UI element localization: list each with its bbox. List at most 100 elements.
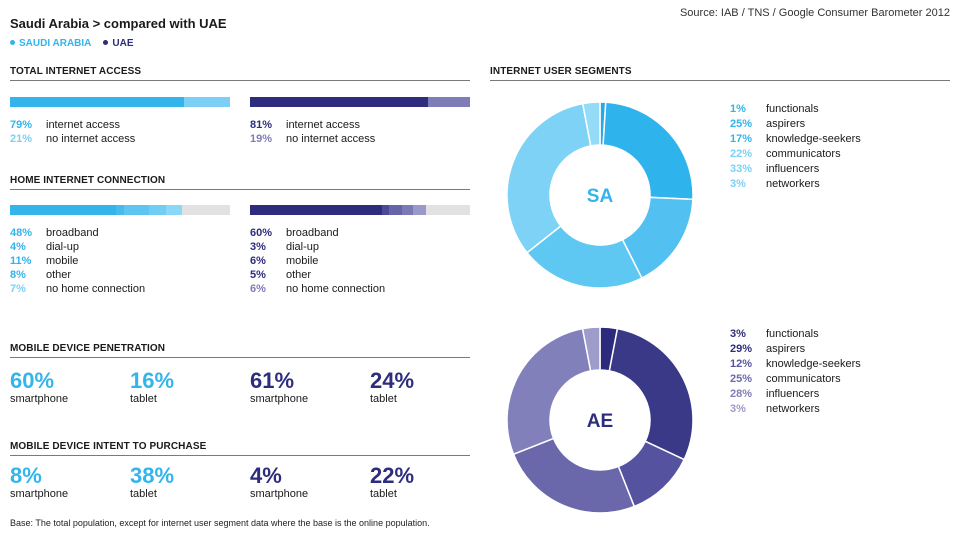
stat-value: 61% xyxy=(250,368,295,393)
section-title-mobile-intent: MOBILE DEVICE INTENT TO PURCHASE xyxy=(10,441,207,452)
segments-donut-sa: SA xyxy=(506,101,694,289)
donut-slice-aspirers xyxy=(602,101,694,201)
list-item-label: dial-up xyxy=(286,241,320,253)
list-item-label: no internet access xyxy=(286,133,376,145)
list-item-label: no home connection xyxy=(286,283,386,295)
list-item-pct: 48% xyxy=(10,227,33,239)
list-item-label: internet access xyxy=(286,119,360,131)
bar-segment xyxy=(166,205,182,215)
stat-label: smartphone xyxy=(10,393,69,405)
list-item: 21% no internet access xyxy=(10,132,135,146)
list-item-label: influencers xyxy=(766,163,820,175)
bar-segment xyxy=(428,97,470,107)
stat-value: 8% xyxy=(10,463,42,488)
total-access-list-ae: 81% internet access 19% no internet access xyxy=(250,118,375,146)
home-connection-bar-sa xyxy=(10,205,230,215)
list-item-pct: 29% xyxy=(730,343,753,355)
list-item-label: functionals xyxy=(766,328,819,340)
list-item-label: networkers xyxy=(766,403,820,415)
list-item: 22% communicators xyxy=(730,147,861,162)
bar-segment xyxy=(148,205,167,215)
bar-segment xyxy=(10,205,116,215)
list-item: 3% functionals xyxy=(730,327,861,342)
list-item-pct: 81% xyxy=(250,119,273,131)
bar-segment xyxy=(412,205,426,215)
list-item-label: broadband xyxy=(46,227,99,239)
stat-sa-smartphone-penetration: 60% smartphone xyxy=(10,369,69,406)
list-item: 6% no home connection xyxy=(250,282,385,296)
legend-dot-icon xyxy=(10,39,15,45)
section-divider xyxy=(490,80,950,81)
list-item-pct: 60% xyxy=(250,227,273,239)
list-item-pct: 3% xyxy=(730,178,746,190)
stat-value: 22% xyxy=(370,463,415,488)
list-item: 3% networkers xyxy=(730,177,861,192)
list-item: 29% aspirers xyxy=(730,342,861,357)
list-item: 81% internet access xyxy=(250,118,375,132)
list-item-label: no home connection xyxy=(46,283,146,295)
stat-ae-smartphone-intent: 4% smartphone xyxy=(250,464,308,501)
list-item-label: functionals xyxy=(766,103,819,115)
stat-label: tablet xyxy=(130,393,157,405)
stat-label: tablet xyxy=(370,393,397,405)
section-title-mobile-penetration: MOBILE DEVICE PENETRATION xyxy=(10,343,166,354)
list-item-label: aspirers xyxy=(766,343,806,355)
donut-slice-influencers xyxy=(506,102,592,254)
list-item-pct: 8% xyxy=(10,269,26,281)
list-item: 3% networkers xyxy=(730,402,861,417)
stat-sa-smartphone-intent: 8% smartphone xyxy=(10,463,68,501)
stat-sa-tablet-intent: 38% tablet xyxy=(130,464,174,501)
stat-label: tablet xyxy=(130,488,157,500)
list-item-pct: 33% xyxy=(730,163,753,175)
stat-value: 24% xyxy=(370,368,415,393)
list-item-pct: 22% xyxy=(730,148,753,160)
list-item-pct: 1% xyxy=(730,103,746,115)
list-item-pct: 28% xyxy=(730,388,753,400)
list-item: 1% functionals xyxy=(730,102,861,117)
list-item: 48% broadband xyxy=(10,226,145,240)
list-item-pct: 3% xyxy=(730,403,746,415)
stat-ae-tablet-intent: 22% tablet xyxy=(370,463,415,501)
list-item-label: internet access xyxy=(46,119,120,131)
bar-segment xyxy=(250,97,429,107)
legend-label: SAUDI ARABIA xyxy=(19,38,92,49)
list-item-label: other xyxy=(46,269,72,281)
list-item-label: influencers xyxy=(766,388,820,400)
list-item: 6% mobile xyxy=(250,254,385,268)
section-divider xyxy=(10,80,470,81)
list-item: 33% influencers xyxy=(730,162,861,177)
home-connection-bar-ae xyxy=(250,205,470,215)
list-item-pct: 25% xyxy=(730,118,753,130)
list-item: 3% dial-up xyxy=(250,240,385,254)
list-item-label: communicators xyxy=(766,148,841,160)
total-access-bar-ae xyxy=(250,97,470,107)
bar-segment xyxy=(401,205,413,215)
stat-sa-tablet-penetration: 16% tablet xyxy=(130,369,174,406)
list-item: 19% no internet access xyxy=(250,132,375,146)
list-item: 25% aspirers xyxy=(730,117,861,132)
total-access-bar-sa xyxy=(10,97,230,107)
stat-ae-smartphone-penetration: 61% smartphone xyxy=(250,368,308,406)
section-title-home-internet: HOME INTERNET CONNECTION xyxy=(10,175,166,186)
list-item: 12% knowledge-seekers xyxy=(730,357,861,372)
list-item-label: mobile xyxy=(46,255,79,267)
list-item-pct: 3% xyxy=(730,328,746,340)
total-access-list-sa: 79% internet access 21% no internet access xyxy=(10,118,135,146)
bar-segment xyxy=(10,97,184,107)
legend: SAUDI ARABIA UAE xyxy=(10,38,134,49)
segments-list-sa: 1% functionals 25% aspirers 17% knowledge-see… xyxy=(730,102,861,192)
list-item: 5% other xyxy=(250,268,385,282)
donut-slice-communicators xyxy=(512,437,636,514)
donut-slice-aspirers xyxy=(608,327,694,461)
list-item-label: networkers xyxy=(766,178,820,190)
donut-slice-influencers xyxy=(506,327,592,456)
list-item: 28% influencers xyxy=(730,387,861,402)
bar-segment xyxy=(250,205,382,215)
list-item-label: knowledge-seekers xyxy=(766,358,861,370)
list-item: 17% knowledge-seekers xyxy=(730,132,861,147)
section-title-segments: INTERNET USER SEGMENTS xyxy=(490,66,632,77)
segments-donut-ae: AE xyxy=(506,326,694,514)
list-item-pct: 25% xyxy=(730,373,753,385)
list-item-pct: 17% xyxy=(730,133,753,145)
list-item: 60% broadband xyxy=(250,226,385,240)
